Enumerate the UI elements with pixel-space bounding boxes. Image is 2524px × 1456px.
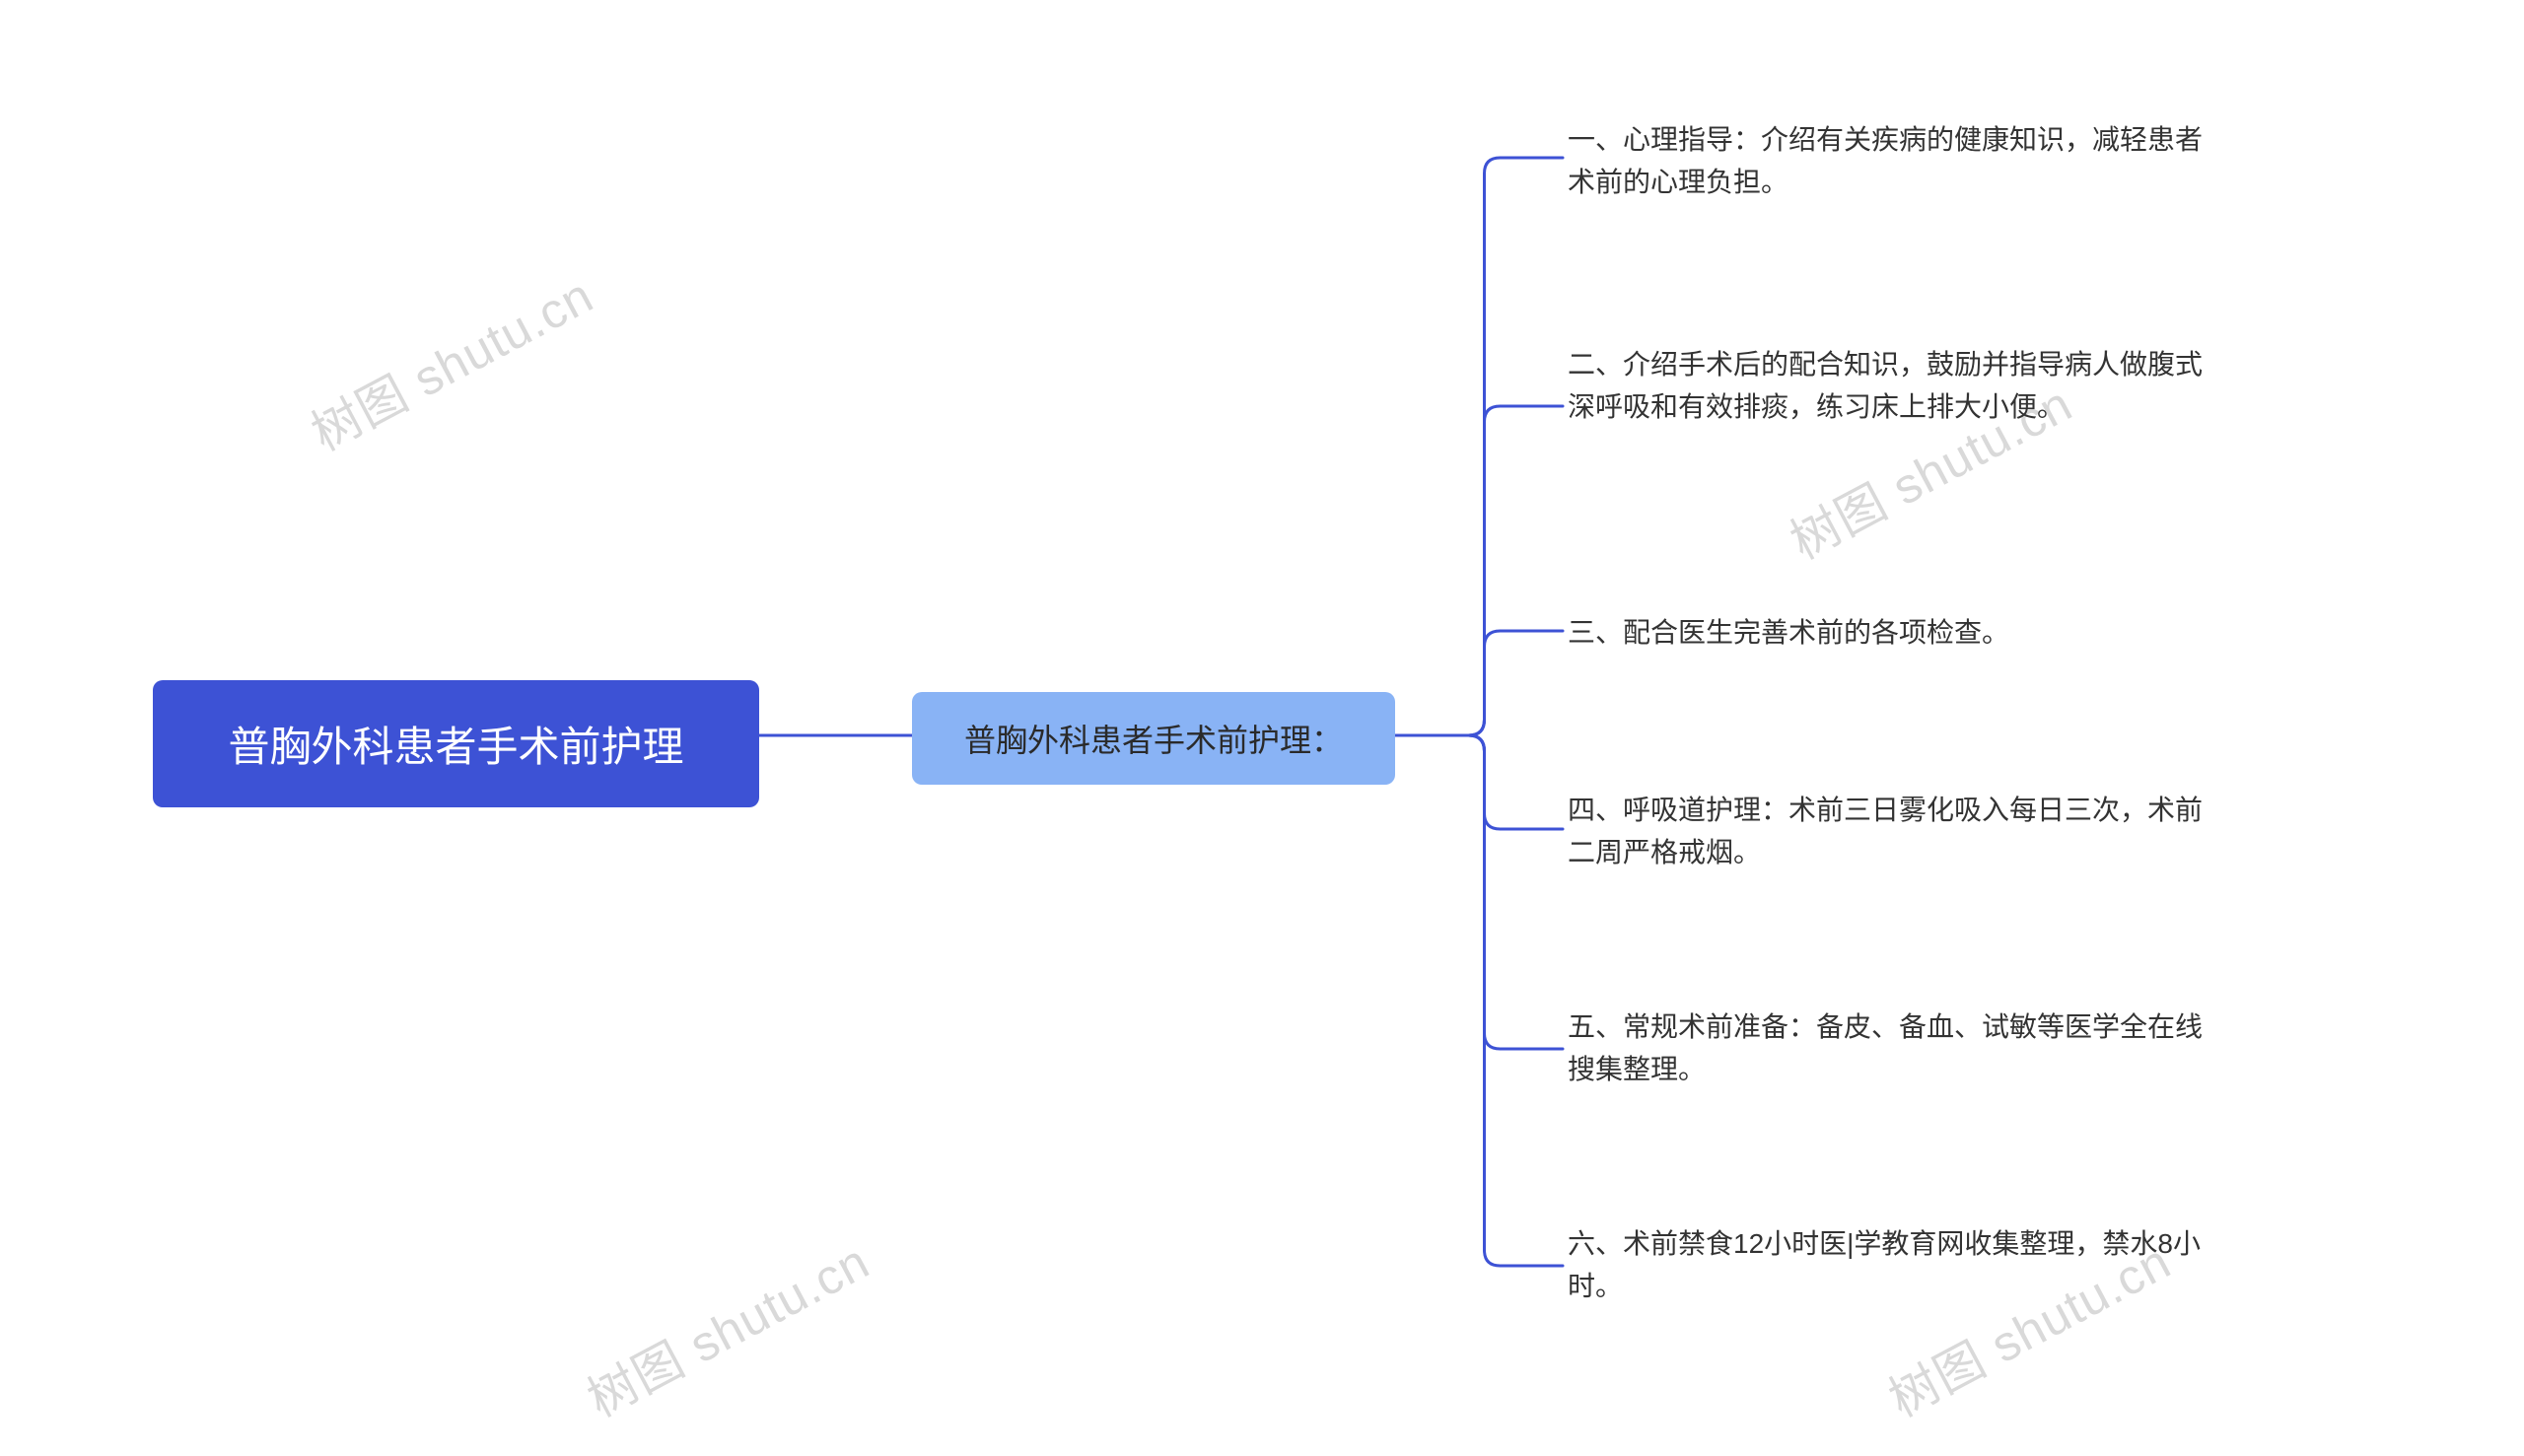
leaf-node-4: 四、呼吸道护理：术前三日雾化吸入每日三次，术前二周严格戒烟。	[1568, 789, 2218, 874]
leaf-node-1: 一、心理指导：介绍有关疾病的健康知识，减轻患者术前的心理负担。	[1568, 118, 2218, 204]
watermark: 树图 shutu.cn	[573, 1223, 879, 1431]
root-node: 普胸外科患者手术前护理	[153, 680, 759, 807]
leaf-node-6: 六、术前禁食12小时医|学教育网收集整理，禁水8小时。	[1568, 1222, 2218, 1308]
watermark: 树图 shutu.cn	[297, 257, 603, 465]
leaf-node-3: 三、配合医生完善术前的各项检查。	[1568, 611, 2218, 654]
sub-node: 普胸外科患者手术前护理：	[912, 692, 1395, 785]
leaf-node-2: 二、介绍手术后的配合知识，鼓励并指导病人做腹式深呼吸和有效排痰，练习床上排大小便…	[1568, 343, 2218, 429]
leaf-node-5: 五、常规术前准备：备皮、备血、试敏等医学全在线搜集整理。	[1568, 1005, 2218, 1091]
